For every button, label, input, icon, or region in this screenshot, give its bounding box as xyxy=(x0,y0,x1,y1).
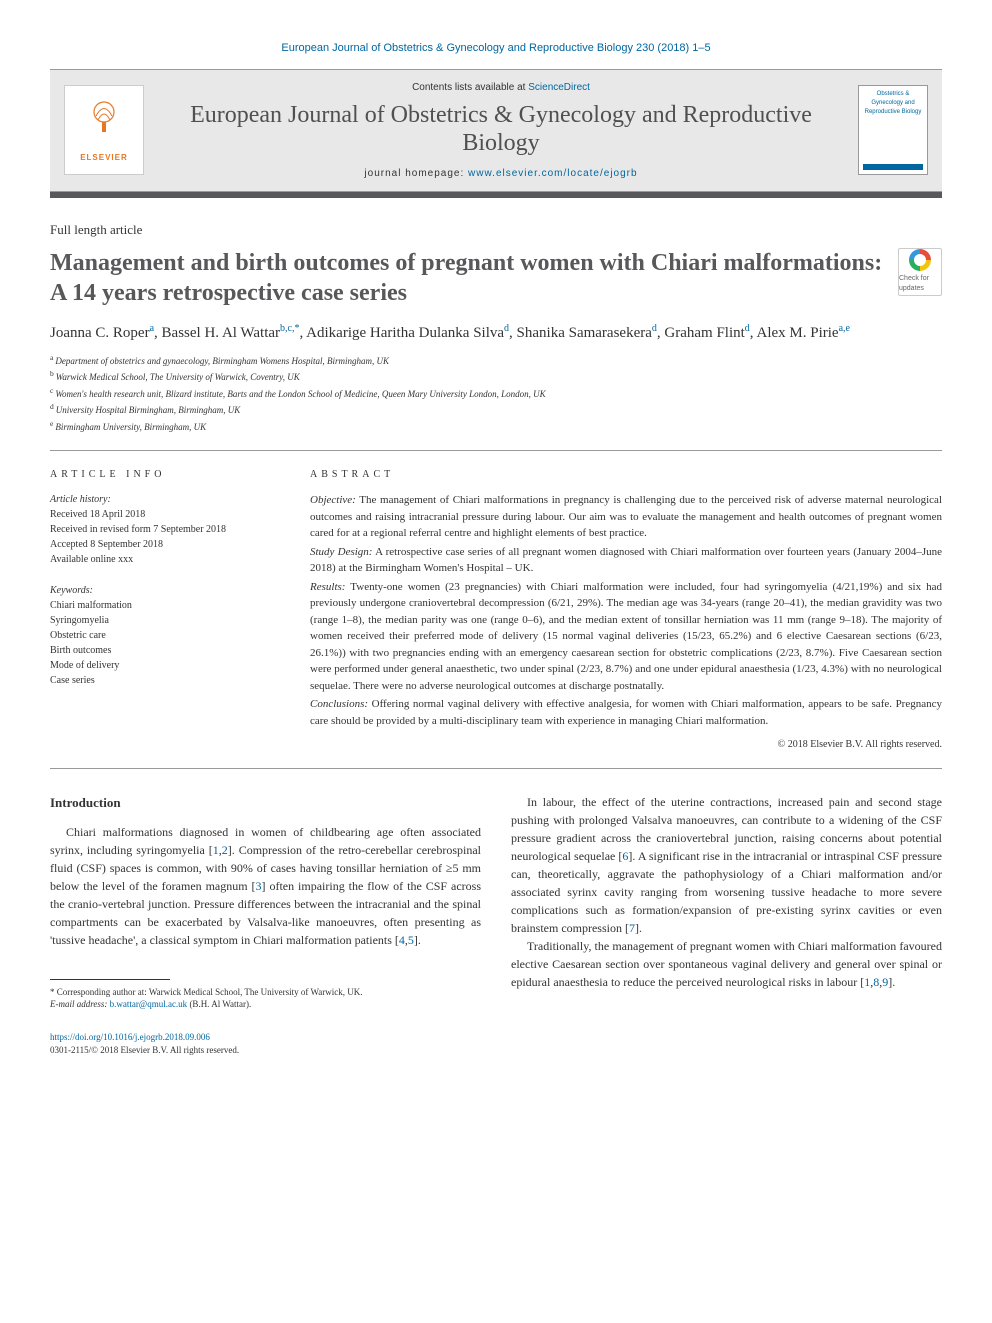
author-6: Alex M. Piriea,e xyxy=(756,325,849,341)
author-4: Shanika Samarasekerad xyxy=(517,325,657,341)
column-left: Introduction Chiari malformations diagno… xyxy=(50,793,481,1058)
affil-c: cWomen's health research unit, Blizard i… xyxy=(50,385,942,402)
divider xyxy=(50,768,942,769)
article-info-heading: ARTICLE INFO xyxy=(50,467,270,482)
keyword: Obstetric care xyxy=(50,628,270,643)
footnotes: * Corresponding author at: Warwick Medic… xyxy=(50,986,481,1011)
history-accepted: Accepted 8 September 2018 xyxy=(50,539,163,550)
affil-e: eBirmingham University, Birmingham, UK xyxy=(50,418,942,435)
contents-available-text: Contents lists available at xyxy=(412,82,528,93)
contents-available: Contents lists available at ScienceDirec… xyxy=(160,80,842,95)
paragraph: In labour, the effect of the uterine con… xyxy=(511,793,942,937)
elsevier-tree-icon xyxy=(84,96,124,148)
keyword: Mode of delivery xyxy=(50,658,270,673)
keywords-label: Keywords: xyxy=(50,585,93,596)
authors: Joanna C. Ropera, Bassel H. Al Wattarb,c… xyxy=(50,322,942,344)
keyword: Syringomyelia xyxy=(50,613,270,628)
elsevier-logo: ELSEVIER xyxy=(64,85,144,175)
history-online: Available online xxx xyxy=(50,554,133,565)
author-5: Graham Flintd xyxy=(664,325,749,341)
ref-link[interactable]: 1 xyxy=(864,975,870,989)
crossmark-badge[interactable]: Check for updates xyxy=(898,248,942,296)
corresponding-footnote: * Corresponding author at: Warwick Medic… xyxy=(50,986,481,999)
author-2: Bassel H. Al Wattarb,c,* xyxy=(162,325,300,341)
abstract-copyright: © 2018 Elsevier B.V. All rights reserved… xyxy=(310,737,942,752)
article-title: Management and birth outcomes of pregnan… xyxy=(50,248,886,308)
article-type: Full length article xyxy=(50,220,942,240)
running-header: European Journal of Obstetrics & Gynecol… xyxy=(50,40,942,57)
abstract-body: Objective: The management of Chiari malf… xyxy=(310,492,942,729)
homepage-label: journal homepage: xyxy=(364,168,468,179)
crossmark-ring-icon xyxy=(909,249,931,271)
history-revised: Received in revised form 7 September 201… xyxy=(50,524,226,535)
affil-a: aDepartment of obstetrics and gynaecolog… xyxy=(50,352,942,369)
article-info: ARTICLE INFO Article history: Received 1… xyxy=(50,467,270,752)
keywords: Keywords: Chiari malformation Syringomye… xyxy=(50,583,270,688)
issn-copyright: 0301-2115/© 2018 Elsevier B.V. All right… xyxy=(50,1045,239,1055)
journal-header: ELSEVIER Contents lists available at Sci… xyxy=(50,69,942,193)
history-label: Article history: xyxy=(50,494,111,505)
affiliations: aDepartment of obstetrics and gynaecolog… xyxy=(50,352,942,435)
paragraph: Chiari malformations diagnosed in women … xyxy=(50,823,481,949)
author-1: Joanna C. Ropera xyxy=(50,325,154,341)
crossmark-label: Check for updates xyxy=(899,274,941,295)
column-right: In labour, the effect of the uterine con… xyxy=(511,793,942,1058)
affil-b: bWarwick Medical School, The University … xyxy=(50,368,942,385)
divider xyxy=(50,450,942,451)
affil-d: dUniversity Hospital Birmingham, Birming… xyxy=(50,401,942,418)
section-heading-introduction: Introduction xyxy=(50,793,481,813)
keyword: Birth outcomes xyxy=(50,643,270,658)
email-link[interactable]: b.wattar@qmul.ac.uk xyxy=(110,999,188,1009)
keyword: Chiari malformation xyxy=(50,598,270,613)
cover-bar xyxy=(863,164,923,170)
cover-caption: Obstetrics & Gynecology and Reproductive… xyxy=(863,90,923,117)
journal-block: Contents lists available at ScienceDirec… xyxy=(160,80,842,182)
author-3: Adikarige Haritha Dulanka Silvad xyxy=(306,325,509,341)
doi-block: https://doi.org/10.1016/j.ejogrb.2018.09… xyxy=(50,1031,481,1058)
ref-link[interactable]: 1 xyxy=(213,843,219,857)
header-strip xyxy=(50,192,942,198)
body-columns: Introduction Chiari malformations diagno… xyxy=(50,793,942,1058)
article-history: Article history: Received 18 April 2018 … xyxy=(50,492,270,567)
ref-link[interactable]: 4 xyxy=(399,933,405,947)
sciencedirect-link[interactable]: ScienceDirect xyxy=(528,82,590,93)
history-received: Received 18 April 2018 xyxy=(50,509,145,520)
journal-cover-thumb: Obstetrics & Gynecology and Reproductive… xyxy=(858,85,928,175)
doi-link[interactable]: https://doi.org/10.1016/j.ejogrb.2018.09… xyxy=(50,1032,210,1042)
running-header-link[interactable]: European Journal of Obstetrics & Gynecol… xyxy=(281,42,710,54)
footnote-separator xyxy=(50,979,170,980)
abstract-heading: ABSTRACT xyxy=(310,467,942,482)
homepage-link[interactable]: www.elsevier.com/locate/ejogrb xyxy=(468,168,638,179)
ref-link[interactable]: 8 xyxy=(873,975,879,989)
email-footnote: E-mail address: b.wattar@qmul.ac.uk (B.H… xyxy=(50,998,481,1011)
keyword: Case series xyxy=(50,673,270,688)
elsevier-name: ELSEVIER xyxy=(80,152,128,164)
paragraph: Traditionally, the management of pregnan… xyxy=(511,937,942,991)
journal-homepage: journal homepage: www.elsevier.com/locat… xyxy=(160,166,842,181)
journal-title: European Journal of Obstetrics & Gynecol… xyxy=(160,101,842,159)
abstract: ABSTRACT Objective: The management of Ch… xyxy=(310,467,942,752)
